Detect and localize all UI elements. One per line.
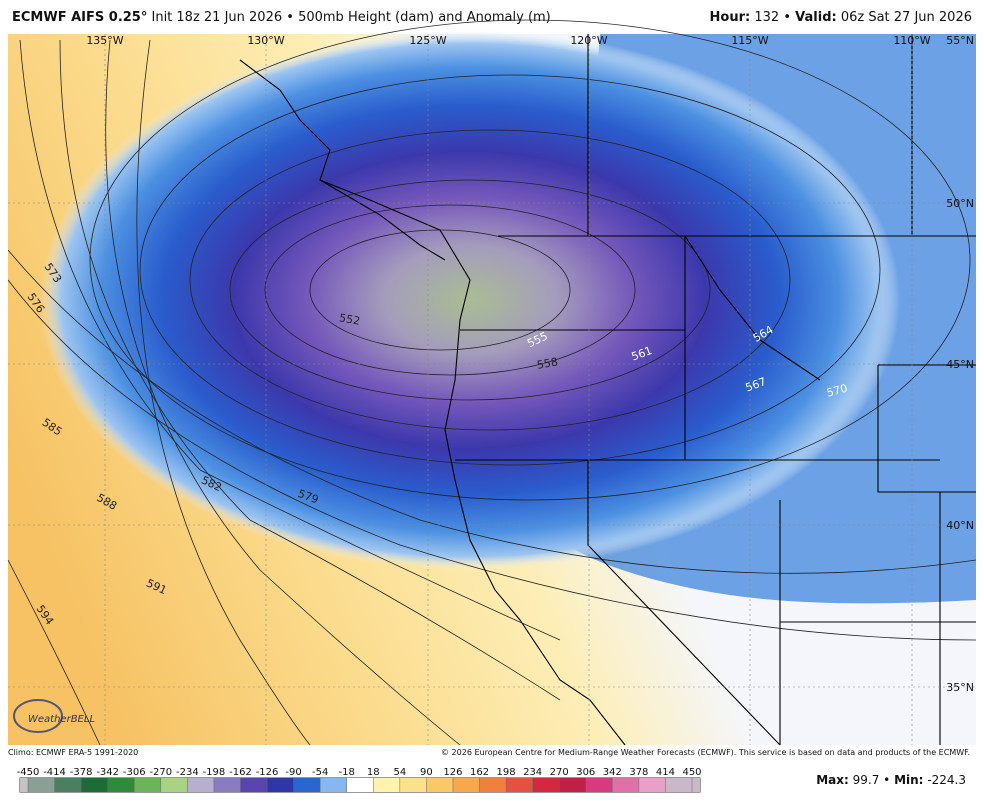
colorbar-swatch xyxy=(107,778,135,792)
min: -224.3 xyxy=(927,773,966,787)
colorbar-swatch xyxy=(134,778,161,792)
colorbar-swatch xyxy=(665,778,700,792)
colorbar-swatch xyxy=(373,778,400,792)
colorbar-swatch xyxy=(160,778,188,792)
colorbar: -450 -414 -378 -342 -306 -270 -234 -198 -162 -126… xyxy=(17,767,702,793)
sep: • xyxy=(783,10,792,25)
colorbar-tick-label: -90 xyxy=(285,767,301,778)
colorbar-tick-label: 414 xyxy=(656,767,675,778)
copyright: © 2026 European Centre for Medium-Range … xyxy=(441,748,970,757)
colorbar-tick-label: 54 xyxy=(393,767,406,778)
min-label: Min: xyxy=(894,773,923,787)
contours xyxy=(7,19,977,746)
colorbar-swatch xyxy=(638,778,666,792)
colorbar-tick-label: -342 xyxy=(96,767,119,778)
longitude-label: 120°W xyxy=(570,34,607,47)
contour-label: 558 xyxy=(536,355,559,371)
colorbar-tick-label: -234 xyxy=(176,767,199,778)
colorbar-tick-label: -198 xyxy=(203,767,226,778)
colorbar-tick-label: -162 xyxy=(229,767,252,778)
colorbar-tick-label: -126 xyxy=(256,767,279,778)
colorbar-tick-label: 90 xyxy=(420,767,433,778)
colorbar-tick-label: 126 xyxy=(443,767,462,778)
climo: Climo: ECMWF ERA-5 1991-2020 xyxy=(8,748,138,757)
contour-label: 570 xyxy=(825,382,849,400)
colorbar-swatch xyxy=(585,778,613,792)
colorbar-swatch xyxy=(267,778,294,792)
colorbar-tick-label: 162 xyxy=(470,767,489,778)
colorbar-swatch xyxy=(506,778,533,792)
latitude-label: 45°N xyxy=(946,358,974,371)
colorbar-tick-label: -414 xyxy=(43,767,66,778)
logo-text: WeatherBELL xyxy=(28,714,95,725)
colorbar-swatch xyxy=(81,778,108,792)
colorbar-swatch xyxy=(213,778,241,792)
colorbar-tick-label: -306 xyxy=(123,767,146,778)
map: 135°W 130°W 125°W 120°W 115°W 110°W 55°N 50°N 45… xyxy=(7,19,977,746)
longitude-label: 130°W xyxy=(247,34,284,47)
colorbar-tick-label: -18 xyxy=(339,767,355,778)
stats: Max: 99.7 • Min: -224.3 xyxy=(816,773,966,787)
colorbar-swatch xyxy=(399,778,427,792)
latitude-label: 35°N xyxy=(946,681,974,694)
init: Init 18z 21 Jun 2026 xyxy=(151,10,283,25)
colorbar-tick-label: -54 xyxy=(312,767,328,778)
colorbar-swatch xyxy=(426,778,453,792)
latitude-label: 40°N xyxy=(946,519,974,532)
colorbar-swatch xyxy=(320,778,347,792)
anomaly-low xyxy=(40,30,900,570)
model: ECMWF AIFS 0.25° xyxy=(12,10,148,25)
valid-info: Hour: 132 • Valid: 06z Sat 27 Jun 2026 xyxy=(710,10,972,25)
colorbar-tick-label: -270 xyxy=(149,767,172,778)
colorbar-swatch xyxy=(187,778,214,792)
colorbar-swatch xyxy=(20,778,28,792)
colorbar-tick-label: -378 xyxy=(70,767,93,778)
colorbar-tick-label: -450 xyxy=(17,767,40,778)
colorbar-swatch xyxy=(452,778,480,792)
colorbar-swatch xyxy=(293,778,321,792)
colorbar-swatch xyxy=(54,778,82,792)
colorbar-swatch xyxy=(240,778,268,792)
colorbar-tick-label: 234 xyxy=(523,767,542,778)
colorbar-swatch xyxy=(479,778,507,792)
colorbar-swatch xyxy=(559,778,586,792)
logo: WeatherBELL xyxy=(13,699,95,733)
colorbar-tick-label: 306 xyxy=(576,767,595,778)
valid: 06z Sat 27 Jun 2026 xyxy=(840,10,972,25)
hour: 132 xyxy=(754,10,780,25)
sep: • xyxy=(286,10,294,25)
longitude-label: 125°W xyxy=(409,34,446,47)
valid-label: Valid: xyxy=(795,10,837,25)
max: 99.7 xyxy=(853,773,880,787)
latitude-label: 55°N xyxy=(946,34,974,47)
contour-label: 552 xyxy=(338,311,361,327)
colorbar-tick-label: 450 xyxy=(682,767,701,778)
max-label: Max: xyxy=(816,773,849,787)
colorbar-tick-label: 198 xyxy=(497,767,516,778)
colorbar-tick-label: 378 xyxy=(629,767,648,778)
colorbar-swatch xyxy=(28,778,55,792)
hour-label: Hour: xyxy=(709,10,751,25)
colorbar-swatch xyxy=(532,778,560,792)
colorbar-tick-label: 18 xyxy=(367,767,380,778)
longitude-label: 110°W xyxy=(893,34,930,47)
sep: • xyxy=(883,773,890,787)
colorbar-tick-label: 342 xyxy=(603,767,622,778)
colorbar-swatch xyxy=(346,778,374,792)
longitude-label: 115°W xyxy=(731,34,768,47)
colorbar-swatch xyxy=(612,778,639,792)
colorbar-tick-label: 270 xyxy=(550,767,569,778)
latitude-label: 50°N xyxy=(946,197,974,210)
longitude-label: 135°W xyxy=(86,34,123,47)
graticule xyxy=(8,34,976,745)
